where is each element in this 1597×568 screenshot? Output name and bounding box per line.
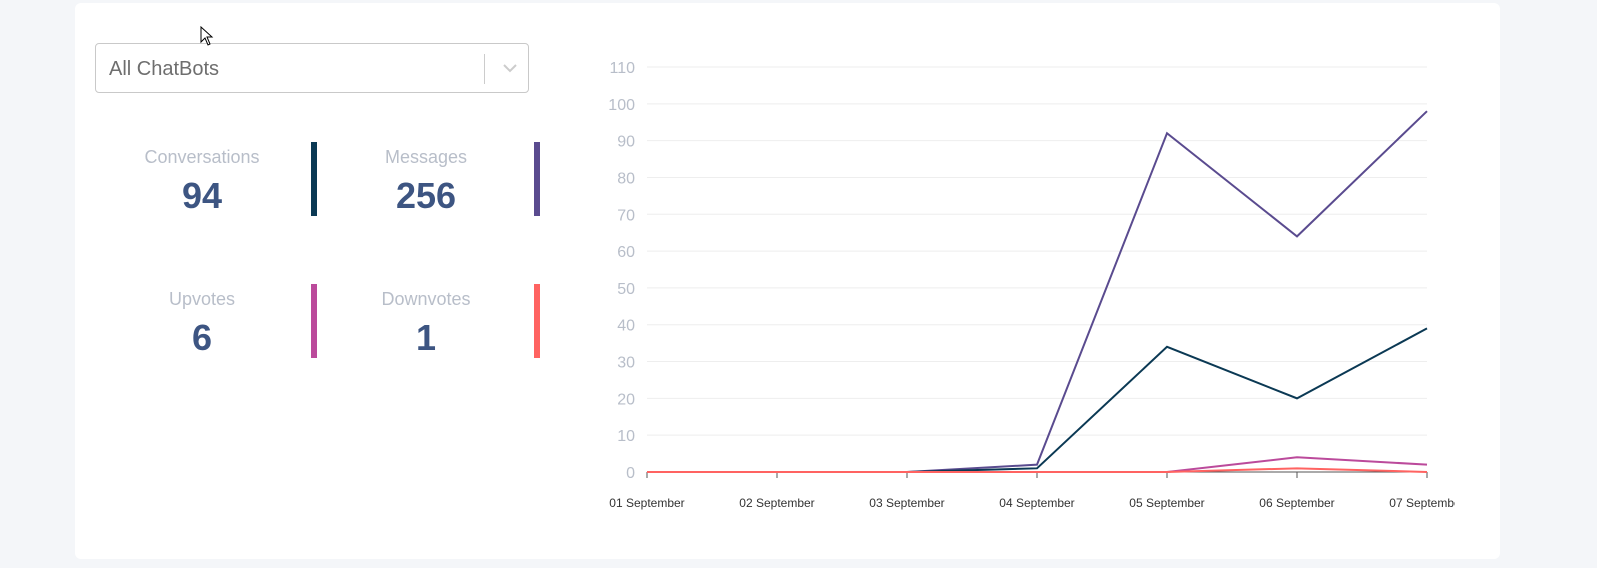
y-tick-label: 100: [608, 97, 635, 114]
stat-messages: Messages 256: [311, 145, 541, 217]
stat-downvotes: Downvotes 1: [311, 287, 541, 359]
stat-color-bar: [311, 284, 317, 358]
y-tick-label: 30: [617, 355, 635, 372]
y-tick-label: 60: [617, 244, 635, 261]
stat-color-bar: [311, 142, 317, 216]
stat-value: 94: [181, 175, 223, 216]
y-tick-label: 70: [617, 207, 635, 224]
stat-color-bar: [534, 284, 540, 358]
stat-upvotes: Upvotes 6: [87, 287, 317, 359]
stat-label: Conversations: [144, 147, 260, 167]
chatbot-select-value: All ChatBots: [109, 58, 220, 80]
chevron-down-icon[interactable]: [498, 56, 522, 80]
line-chart-svg: 0 10 20 30 40 50 60 70 80 90 100 110 01 September 02 …: [608, 60, 1464, 510]
select-separator: [484, 54, 485, 84]
stat-label: Upvotes: [168, 289, 236, 309]
y-tick-label: 10: [617, 428, 635, 445]
stat-conversations: Conversations 94: [87, 145, 317, 217]
mouse-cursor-icon: [200, 26, 214, 46]
y-tick-label: 110: [609, 60, 635, 77]
dashboard-card: All ChatBots Conversations 94 Messages 2…: [75, 3, 1500, 559]
series-line-3: [647, 467, 1428, 473]
y-tick-label: 0: [626, 465, 635, 482]
stat-value: 256: [395, 175, 457, 216]
x-tick-label: 01 September: [609, 496, 684, 510]
stat-value: 1: [415, 317, 437, 358]
stat-label: Messages: [384, 147, 468, 167]
y-tick-label: 20: [617, 391, 635, 408]
series-line-1: [647, 327, 1428, 473]
x-tick-label: 07 September: [1389, 496, 1455, 510]
y-tick-label: 90: [617, 134, 635, 151]
x-tick-label: 03 September: [869, 496, 944, 510]
chatbot-select[interactable]: All ChatBots: [95, 43, 529, 93]
x-tick-label: 02 September: [739, 496, 814, 510]
stat-value: 6: [191, 317, 213, 358]
x-tick-label: 04 September: [999, 496, 1074, 510]
x-tick-label: 06 September: [1259, 496, 1334, 510]
y-tick-label: 50: [617, 281, 635, 298]
stat-color-bar: [534, 142, 540, 216]
stat-label: Downvotes: [381, 289, 471, 309]
y-tick-label: 40: [617, 318, 635, 335]
y-tick-label: 80: [617, 170, 635, 187]
line-chart: 0 10 20 30 40 50 60 70 80 90 100 110 01 September 02 …: [595, 43, 1495, 533]
series-line-0: [647, 110, 1428, 473]
x-tick-label: 05 September: [1129, 496, 1204, 510]
